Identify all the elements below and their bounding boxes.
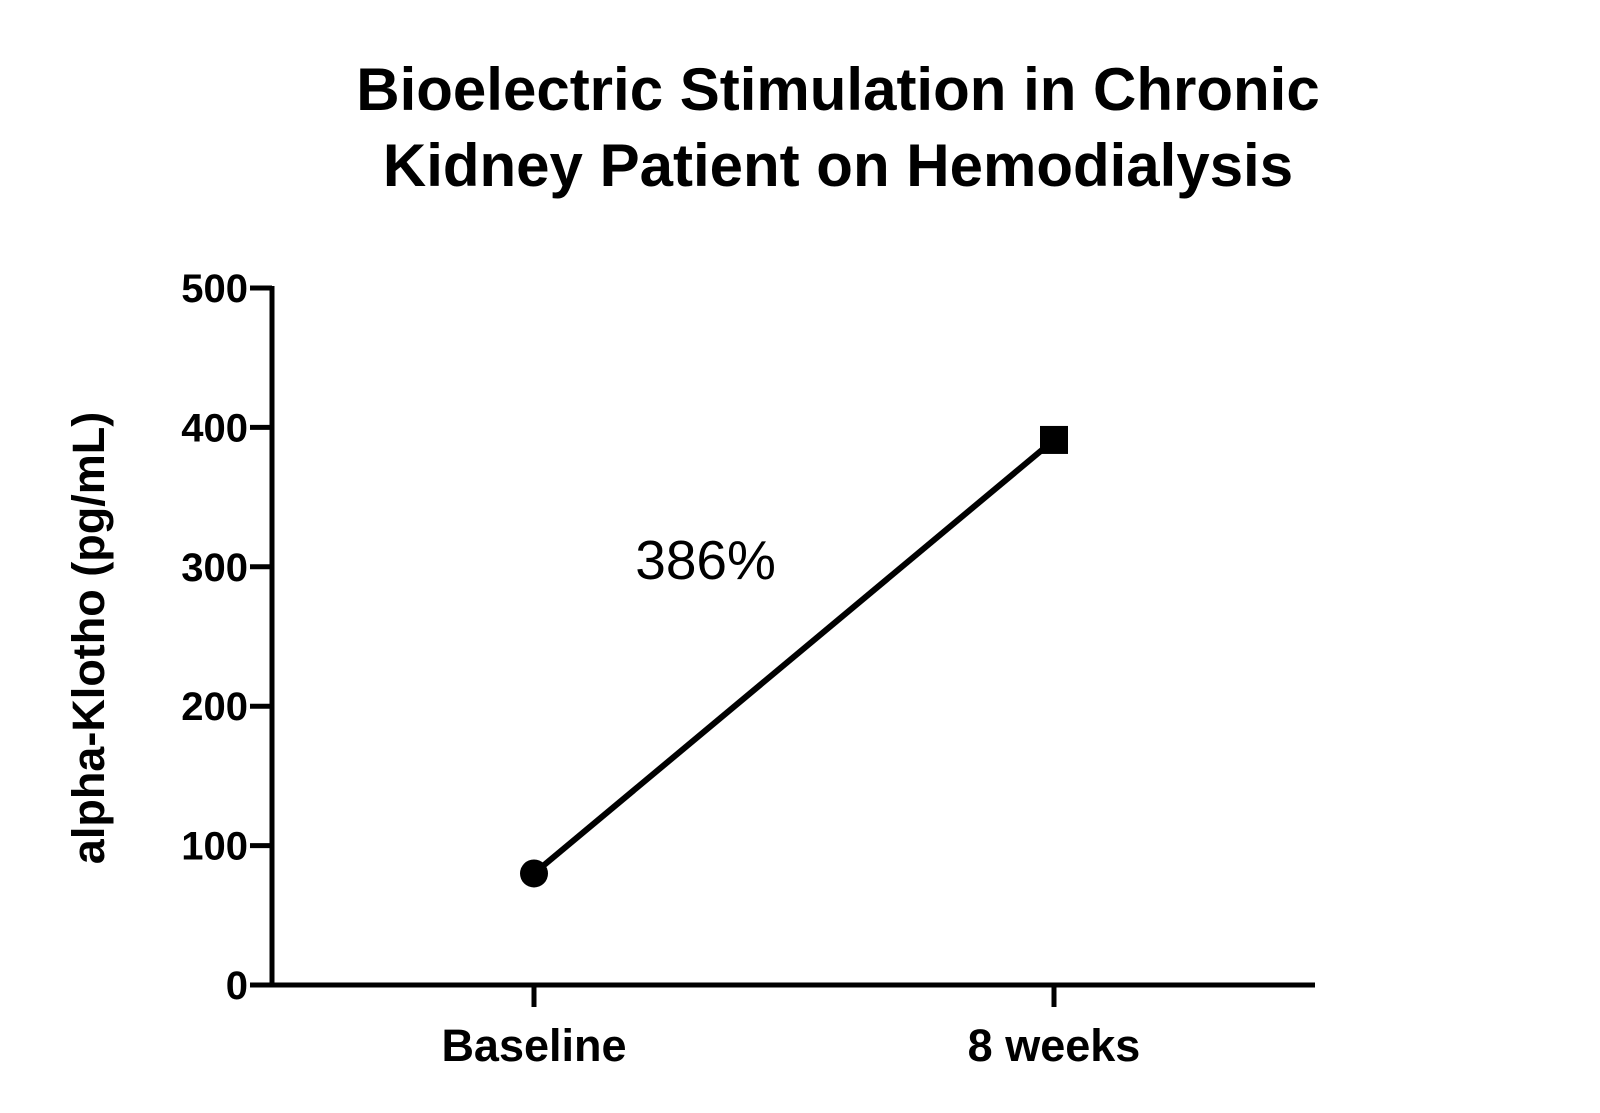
data-point-square [1040, 425, 1068, 454]
annotations: 386% [635, 529, 776, 591]
x-tick-label: Baseline [441, 1020, 626, 1071]
y-tick-label: 500 [181, 267, 248, 311]
chart-title: Bioelectric Stimulation in Chronic Kidne… [356, 56, 1319, 199]
y-tick-label: 300 [181, 546, 248, 590]
series-line [532, 437, 1056, 876]
y-tick-label: 100 [181, 825, 248, 869]
y-tick-label: 0 [226, 964, 248, 1008]
percent-change-annotation: 386% [635, 529, 776, 591]
chart-title-line-1: Bioelectric Stimulation in Chronic [356, 56, 1319, 123]
y-tick-label: 200 [181, 685, 248, 729]
data-point-circle [520, 859, 548, 888]
series [520, 425, 1068, 888]
chart-title-line-2: Kidney Patient on Hemodialysis [383, 132, 1293, 199]
axes [269, 286, 1315, 988]
y-ticks: 0 100 200 300 400 500 [181, 267, 272, 1008]
x-ticks: Baseline 8 weeks [441, 985, 1140, 1071]
y-axis-label: alpha-Klotho (pg/mL) [63, 412, 114, 864]
y-axis-label-group: alpha-Klotho (pg/mL) [63, 412, 114, 864]
x-tick-label: 8 weeks [968, 1020, 1141, 1071]
y-tick-label: 400 [181, 406, 248, 450]
